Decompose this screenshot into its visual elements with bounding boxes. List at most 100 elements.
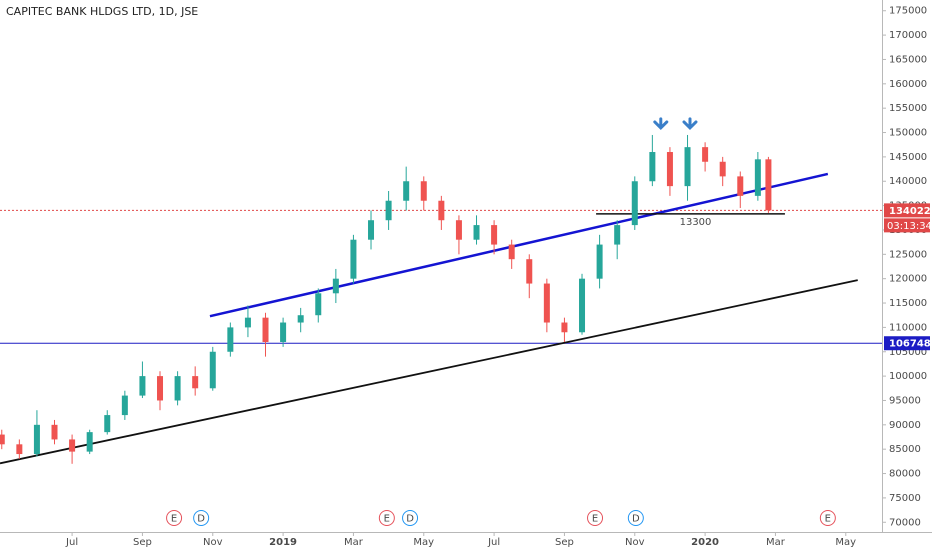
candle-body	[649, 152, 656, 182]
price-label: 106748	[889, 339, 931, 350]
price-label-box	[884, 336, 930, 351]
candle-body	[561, 322, 568, 333]
candle-body	[491, 225, 498, 245]
candle-body	[51, 424, 58, 440]
candle-body	[280, 322, 287, 343]
candle-body	[209, 351, 216, 389]
y-tick-label: 75000	[889, 493, 921, 504]
y-tick-label: 105000	[889, 347, 927, 358]
event-marker	[819, 510, 836, 526]
x-tick-label: Nov	[203, 537, 223, 548]
x-tick-label: May	[413, 537, 434, 548]
candle-body	[0, 434, 5, 445]
event-label: E	[384, 514, 390, 525]
candle-body	[69, 439, 76, 452]
plot	[0, 117, 882, 465]
candle-body	[420, 181, 427, 201]
trendline-label: 13300	[680, 217, 712, 228]
candle-body	[754, 159, 761, 196]
candle-body	[33, 424, 40, 455]
event-marker	[378, 510, 395, 526]
y-tick-label: 165000	[889, 54, 927, 65]
event-marker	[587, 510, 604, 526]
arrow-marker	[682, 117, 698, 131]
candle-body	[631, 181, 638, 226]
x-tick-label: Mar	[766, 537, 786, 548]
candle-body	[403, 181, 410, 201]
candle-body	[765, 159, 772, 211]
candle-body	[262, 317, 269, 343]
y-tick-label: 70000	[889, 517, 921, 528]
y-tick-label: 145000	[889, 152, 927, 163]
candle-body	[596, 244, 603, 279]
y-tick-label: 160000	[889, 79, 927, 90]
candle-body	[526, 259, 533, 284]
candle-body	[104, 415, 111, 433]
x-tick-label: 2019	[269, 537, 297, 548]
candle-body	[192, 376, 199, 389]
x-tick-label: Sep	[133, 537, 152, 548]
y-tick-label: 115000	[889, 298, 927, 309]
candle-body	[174, 376, 181, 401]
candle-body	[16, 444, 23, 455]
candle-body	[579, 278, 586, 333]
event-marker	[402, 510, 419, 526]
arrow-marker	[653, 117, 669, 131]
x-tick-label: 2020	[691, 537, 719, 548]
candle-body	[121, 395, 128, 416]
candle-body	[473, 225, 480, 240]
price-label: 134022	[889, 206, 931, 217]
candle-body	[684, 147, 691, 187]
candle-body	[86, 432, 93, 452]
candle-body	[227, 327, 234, 352]
candle-body	[244, 317, 251, 328]
y-tick-label: 140000	[889, 176, 927, 187]
candle-body	[297, 315, 304, 323]
price-label-box	[884, 203, 930, 218]
x-tick-label: Mar	[344, 537, 364, 548]
x-tick-label: Nov	[625, 537, 645, 548]
event-marker	[166, 510, 183, 526]
event-label: E	[171, 514, 177, 525]
x-tick-label: Jul	[487, 537, 500, 548]
y-tick-label: 110000	[889, 322, 927, 333]
candle-body	[702, 147, 709, 162]
y-tick-label: 95000	[889, 395, 921, 406]
candle-body	[614, 225, 621, 245]
candle-body	[543, 283, 550, 323]
event-label: D	[632, 514, 640, 525]
y-tick-label: 150000	[889, 128, 927, 139]
candle-body	[368, 220, 375, 240]
y-tick-label: 85000	[889, 444, 921, 455]
y-tick-label: 80000	[889, 469, 921, 480]
countdown-label: 03:13:34	[887, 221, 932, 232]
countdown-box	[884, 218, 930, 233]
candle-body	[666, 152, 673, 187]
trendline	[209, 172, 829, 318]
candle-body	[508, 244, 515, 260]
x-tick-label: May	[835, 537, 856, 548]
event-label: E	[825, 514, 831, 525]
trendline	[0, 279, 858, 465]
event-marker	[193, 510, 210, 526]
chart-title: CAPITEC BANK HLDGS LTD, 1D, JSE	[6, 5, 198, 18]
candle-body	[157, 376, 164, 401]
y-tick-label: 155000	[889, 103, 927, 114]
candle-body	[315, 293, 322, 316]
event-label: E	[592, 514, 598, 525]
y-tick-label: 100000	[889, 371, 927, 382]
y-tick-label: 120000	[889, 274, 927, 285]
candle-body	[438, 200, 445, 221]
event-marker	[627, 510, 644, 526]
candle-body	[719, 161, 726, 177]
event-label: D	[197, 514, 205, 525]
y-tick-label: 90000	[889, 420, 921, 431]
event-label: D	[406, 514, 414, 525]
candle-body	[350, 239, 357, 279]
x-tick-label: Sep	[555, 537, 574, 548]
candle-body	[139, 376, 146, 396]
y-tick-label: 125000	[889, 249, 927, 260]
